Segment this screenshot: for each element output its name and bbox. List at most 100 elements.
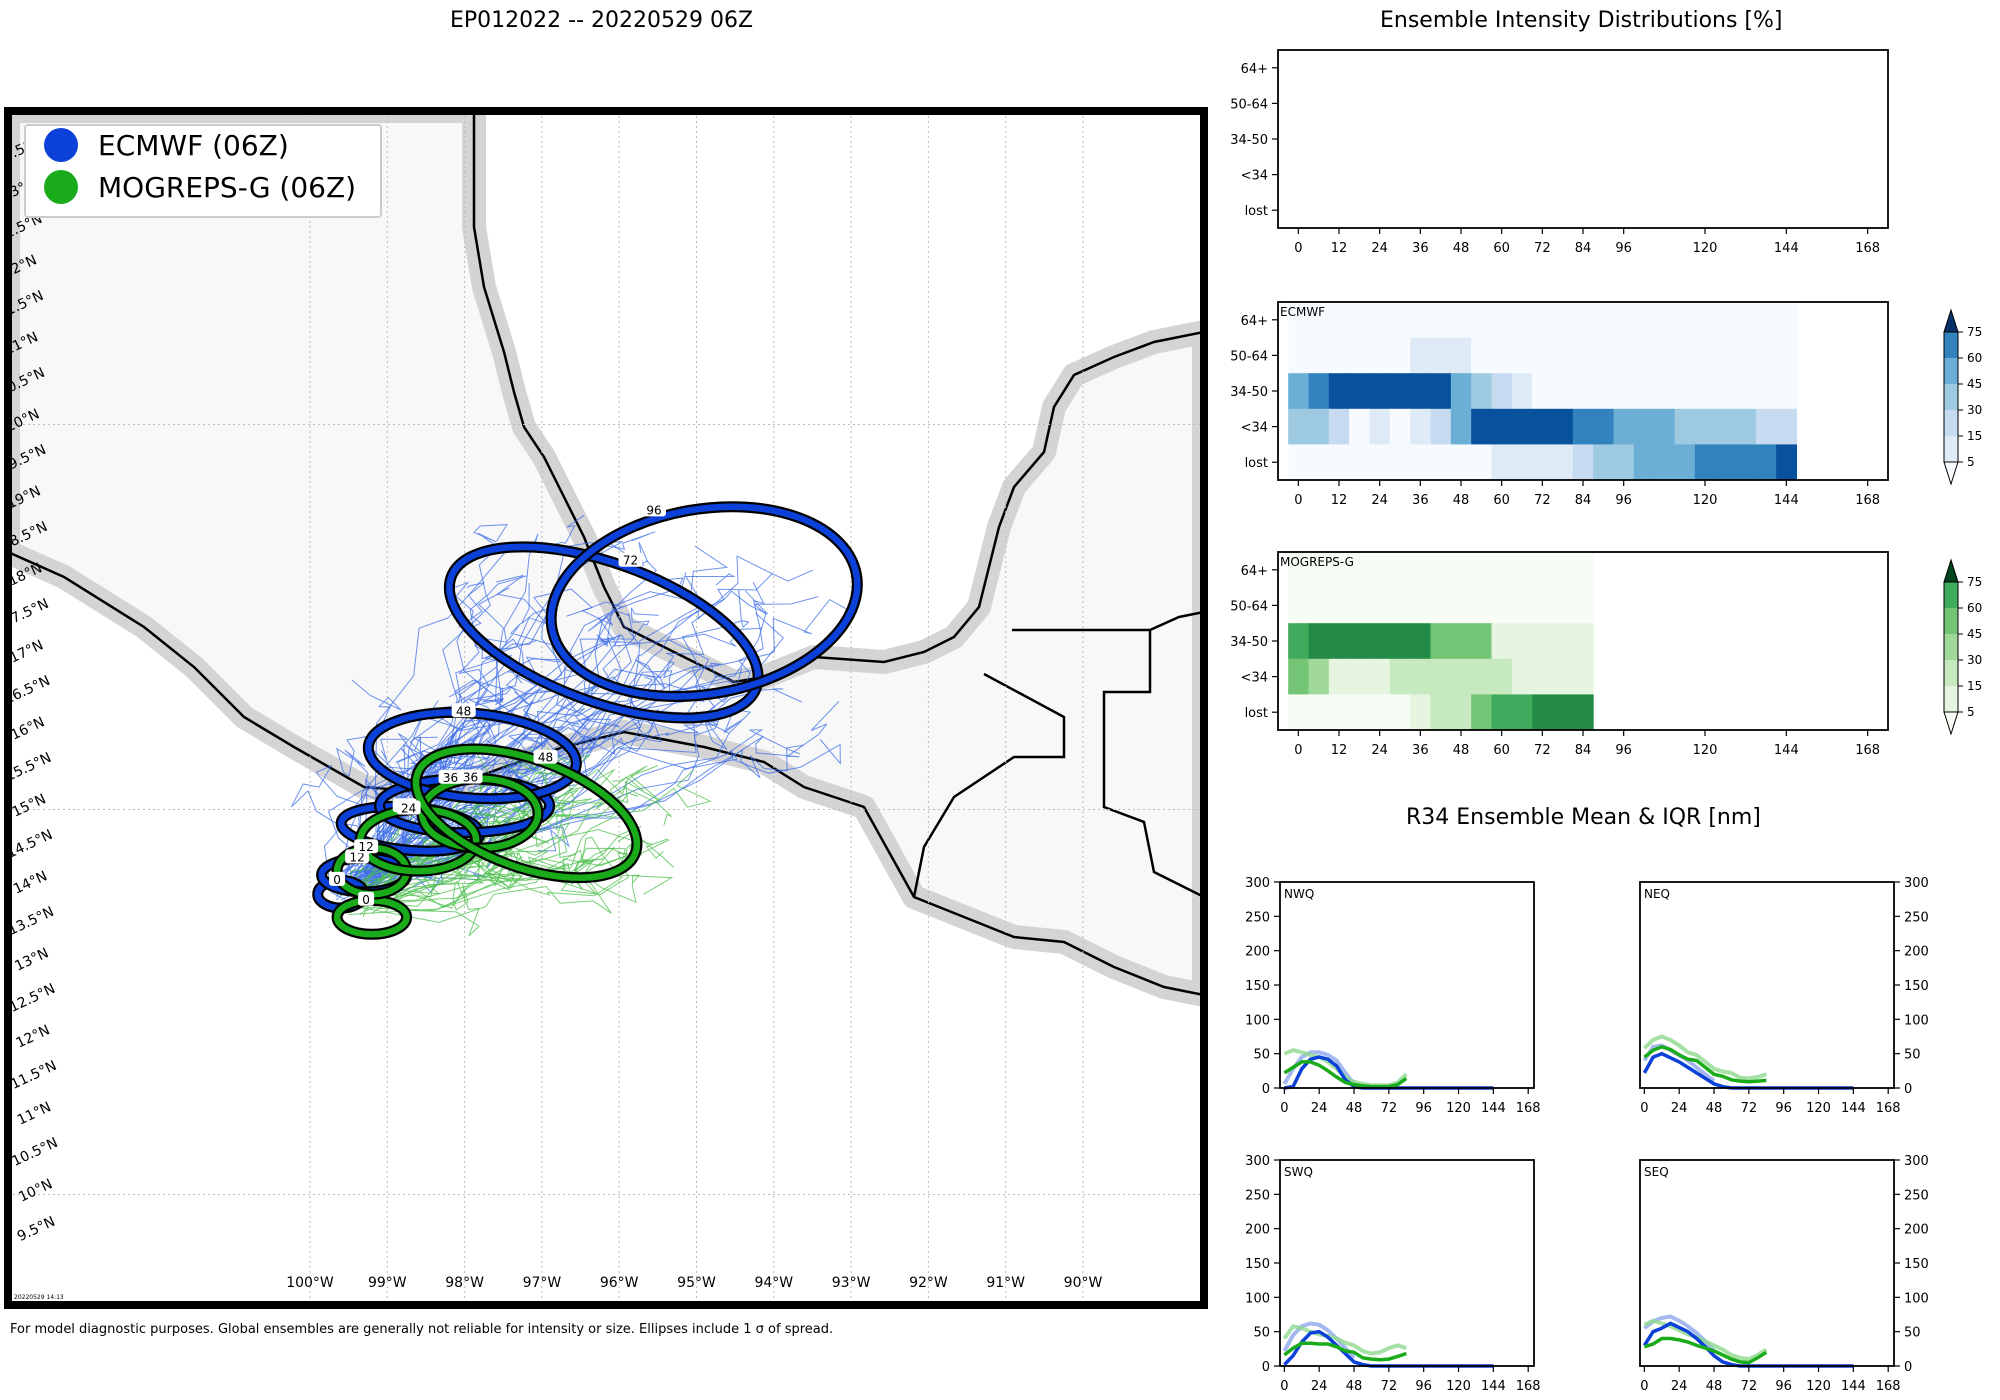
heat-cell [1450, 373, 1472, 410]
heat-cell [1389, 658, 1411, 695]
mean-line [1283, 1341, 1407, 1362]
lon-label: 90°W [1064, 1275, 1103, 1291]
heat-cell [1776, 302, 1797, 339]
heat-cell [1430, 373, 1452, 410]
x-tick-label: 120 [1446, 1379, 1471, 1394]
heat-cell [1308, 587, 1330, 624]
y-tick-label: 150 [1904, 979, 1929, 994]
tau-label: 36 [443, 771, 458, 785]
heat-cell [1715, 373, 1736, 410]
heat-cell [1389, 373, 1411, 410]
heat-cell [1389, 623, 1411, 660]
member-track [368, 826, 642, 911]
heat-cell [1613, 302, 1635, 339]
colorbar-extend-max [1943, 308, 1959, 333]
heat-cell [1572, 587, 1594, 624]
heat-cell [1288, 552, 1309, 589]
heat-cell [1613, 373, 1635, 410]
member-track [377, 822, 576, 910]
heat-cell [1491, 587, 1513, 624]
heat-cell [1328, 444, 1350, 481]
heat-cell [1410, 623, 1431, 660]
heat-cell [1450, 587, 1472, 624]
heat-cell [1552, 373, 1574, 410]
colorbar-tick-label: 75 [1967, 325, 1982, 339]
x-tick-label: 0 [1294, 241, 1302, 256]
heat-cell [1511, 302, 1533, 339]
heat-cell [1288, 694, 1309, 731]
colorbar-tick-label: 30 [1967, 653, 1982, 667]
heat-cell [1491, 408, 1513, 445]
tau-label: 48 [538, 751, 553, 765]
member-track [383, 836, 623, 905]
x-tick-label: 96 [1615, 743, 1632, 758]
heat-cell [1389, 552, 1411, 589]
intensity-panel-ecmwf: lost <34 34-50 50-64 64+ 0 12 24 36 48 60 72 84 96 120… [1230, 301, 1889, 508]
y-tick-label: 50-64 [1230, 97, 1268, 112]
heat-cell [1308, 302, 1330, 339]
colorbar-tick-label: 30 [1967, 403, 1982, 417]
heat-cell [1349, 623, 1370, 660]
heat-cell [1491, 302, 1513, 339]
x-tick-label: 24 [1311, 1101, 1328, 1116]
heat-cell [1735, 302, 1757, 339]
x-tick-label: 168 [1855, 493, 1880, 508]
heat-cell [1715, 444, 1736, 481]
colorbar-tick-label: 5 [1967, 705, 1975, 719]
r34-panel-neq: NEQ 0 50 100 150 200 250 300 0 24 48 72 96 120 144 168 [1639, 876, 1929, 1116]
legend-item-mogreps: MOGREPS-G (06Z) [26, 170, 356, 204]
lon-label: 92°W [909, 1275, 948, 1291]
heat-cell [1633, 373, 1655, 410]
heat-cell [1308, 408, 1330, 445]
x-tick-label: 84 [1575, 493, 1592, 508]
heat-cell [1349, 552, 1370, 589]
heat-cell [1735, 444, 1757, 481]
heat-cell [1430, 587, 1452, 624]
heat-cell [1369, 623, 1391, 660]
heat-cell [1593, 302, 1614, 339]
y-tick-label: <34 [1241, 169, 1268, 184]
x-tick-label: 120 [1693, 241, 1718, 256]
heat-cell [1532, 552, 1553, 589]
ecmwf-marker-icon [44, 128, 78, 162]
y-tick-label: <34 [1241, 671, 1268, 686]
heat-cell [1410, 587, 1431, 624]
heat-cell [1511, 444, 1533, 481]
heat-cell [1471, 302, 1492, 339]
heat-cell [1288, 658, 1309, 695]
mean-line [1643, 1044, 1767, 1084]
tau-label-bg [358, 891, 375, 906]
x-tick-label: 0 [1294, 743, 1302, 758]
heat-cell [1288, 408, 1309, 445]
heat-cell [1430, 658, 1452, 695]
x-tick-label: 168 [1876, 1101, 1901, 1116]
heat-cell [1735, 373, 1757, 410]
heat-cell [1511, 587, 1533, 624]
heat-cell [1572, 373, 1594, 410]
tau-label: 24 [401, 801, 416, 815]
heat-cell [1755, 444, 1777, 481]
heat-cell [1349, 337, 1370, 374]
heat-cell [1532, 623, 1553, 660]
y-tick-label: 300 [1904, 876, 1929, 891]
quadrant-label: SEQ [1644, 1165, 1669, 1179]
heat-cell [1776, 444, 1797, 481]
x-tick-label: 96 [1615, 241, 1632, 256]
colorbar-tick-label: 15 [1967, 429, 1982, 443]
colorbar-tick-label: 5 [1967, 455, 1975, 469]
x-tick-label: 144 [1774, 241, 1799, 256]
heat-cell [1471, 694, 1492, 731]
heat-cell [1755, 373, 1777, 410]
x-tick-label: 96 [1775, 1379, 1792, 1394]
y-tick-label: 200 [1904, 945, 1929, 960]
heat-cell [1633, 337, 1655, 374]
lon-label: 99°W [368, 1275, 407, 1291]
heat-cell [1552, 337, 1574, 374]
x-tick-label: 24 [1671, 1379, 1688, 1394]
y-tick-label: 150 [1904, 1257, 1929, 1272]
heat-cell [1308, 444, 1330, 481]
x-tick-label: 120 [1693, 743, 1718, 758]
x-tick-label: 96 [1615, 493, 1632, 508]
heat-cell [1491, 337, 1513, 374]
